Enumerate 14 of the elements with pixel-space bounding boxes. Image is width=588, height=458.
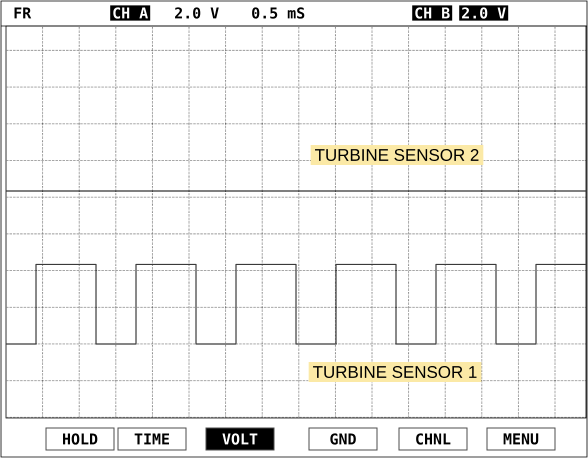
series-label: TURBINE SENSOR 2 xyxy=(315,148,478,161)
text: TIME xyxy=(134,434,170,444)
text: 2.0 V xyxy=(462,7,506,19)
text: CH B xyxy=(415,7,450,19)
text: 2.0 V xyxy=(175,7,219,19)
text: VOLT xyxy=(222,433,258,445)
text: 0.5 mS xyxy=(252,7,304,19)
series-label: TURBINE SENSOR 1 xyxy=(313,366,477,378)
text: MENU xyxy=(504,433,538,445)
text: HOLD xyxy=(63,433,98,445)
text: CHNL xyxy=(416,433,450,445)
text: CH A xyxy=(113,7,148,19)
text: GND xyxy=(330,433,356,445)
text: FR xyxy=(14,8,32,18)
